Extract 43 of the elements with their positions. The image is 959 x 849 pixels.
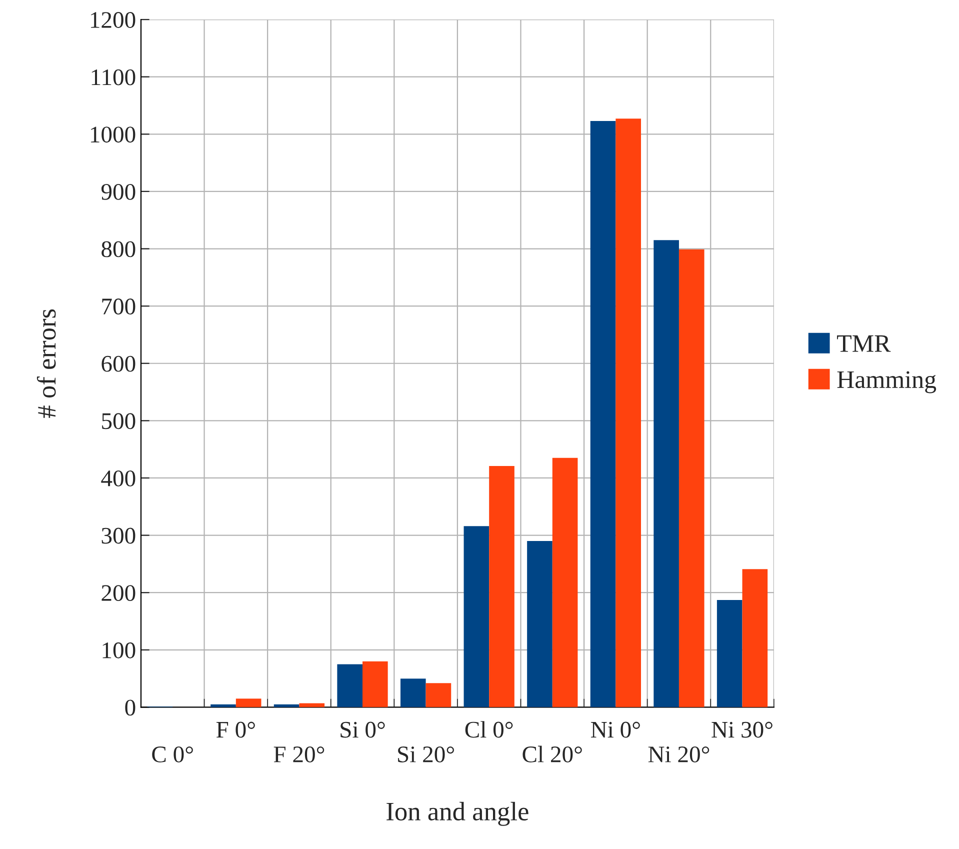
bar [527,541,552,708]
bar [464,526,490,708]
bar [236,698,262,708]
x-tick-label: F 0° [216,722,255,738]
x-tick-label: Ni 30° [712,722,772,738]
bar [742,569,768,708]
y-tick-label: 1200 [90,12,136,28]
y-tick-label: 700 [102,298,136,314]
x-tick-label: C 0° [152,746,193,762]
bar [616,118,641,708]
x-axis-title: Ion and angle [386,802,528,826]
y-tick-label: 500 [102,413,136,430]
legend-label: TMR [837,335,891,352]
y-tick-label: 0 [125,700,136,716]
y-tick-label: 800 [102,241,136,258]
bar [400,678,426,708]
bar [489,466,514,708]
y-tick-label: 900 [101,184,136,200]
legend-label: Hamming [837,371,936,394]
y-tick-label: 1100 [92,69,136,86]
y-axis-title: # of errors [36,309,56,418]
bar [552,458,578,708]
y-tick-label: 300 [102,528,136,544]
bar [362,661,388,708]
y-tick-label: 100 [102,642,136,658]
bar [590,120,616,708]
x-tick-label: Ni 0° [590,722,640,738]
y-tick-label: 600 [102,356,136,372]
bar [299,703,325,708]
x-tick-label: F 20° [274,746,324,762]
x-tick-label: Cl 0° [465,721,513,738]
bar [716,600,742,708]
y-tick-label: 200 [102,585,136,602]
x-tick-label: Ni 20° [648,746,710,762]
bar [426,683,452,708]
x-tick-label: Cl 20° [522,746,582,762]
bar [678,249,704,708]
bar [337,664,362,708]
y-tick-label: 1000 [90,126,136,143]
x-tick-label: Si 0° [340,722,385,738]
bar [654,240,679,708]
x-tick-label: Si 20° [398,746,454,762]
y-tick-label: 400 [101,470,136,486]
